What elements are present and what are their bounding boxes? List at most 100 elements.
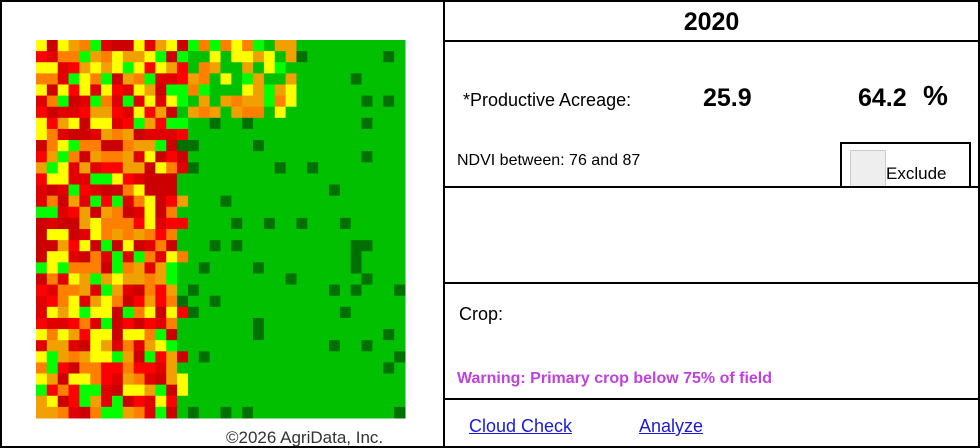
map-cell <box>112 318 123 330</box>
map-cell <box>199 107 210 119</box>
map-cell <box>36 51 47 63</box>
map-cell <box>155 351 166 363</box>
map-cell <box>69 218 80 230</box>
map-cell <box>286 318 297 330</box>
map-cell <box>58 240 69 252</box>
map-cell <box>394 118 405 130</box>
map-cell <box>134 374 145 386</box>
map-cell <box>79 107 90 119</box>
map-cell <box>79 51 90 63</box>
map-cell <box>394 385 405 397</box>
map-cell <box>275 273 286 285</box>
map-cell <box>221 385 232 397</box>
map-cell <box>307 218 318 230</box>
map-cell <box>177 396 188 408</box>
map-cell <box>47 73 58 85</box>
map-cell <box>210 96 221 108</box>
map-cell <box>210 218 221 230</box>
map-cell <box>351 362 362 374</box>
map-cell <box>90 173 101 185</box>
map-cell <box>101 173 112 185</box>
map-cell <box>199 173 210 185</box>
map-cell <box>155 129 166 141</box>
map-cell <box>90 285 101 297</box>
map-cell <box>372 351 383 363</box>
map-cell <box>362 385 373 397</box>
analyze-link[interactable]: Analyze <box>639 416 703 437</box>
map-cell <box>90 229 101 241</box>
map-cell <box>145 218 156 230</box>
map-cell <box>134 185 145 197</box>
map-cell <box>36 73 47 85</box>
map-cell <box>79 229 90 241</box>
map-cell <box>318 229 329 241</box>
map-cell <box>253 62 264 74</box>
map-cell <box>123 40 134 52</box>
map-cell <box>372 340 383 352</box>
map-cell <box>69 96 80 108</box>
map-cell <box>231 362 242 374</box>
map-cell <box>351 218 362 230</box>
map-cell <box>155 62 166 74</box>
map-cell <box>188 307 199 319</box>
map-cell <box>155 396 166 408</box>
map-cell <box>166 62 177 74</box>
map-cell <box>101 196 112 208</box>
map-cell <box>188 173 199 185</box>
map-cell <box>286 185 297 197</box>
checkbox[interactable] <box>850 150 886 188</box>
map-cell <box>329 329 340 341</box>
map-cell <box>177 129 188 141</box>
map-cell <box>231 307 242 319</box>
map-cell <box>101 273 112 285</box>
map-cell <box>264 296 275 308</box>
map-cell <box>199 218 210 230</box>
map-cell <box>177 40 188 52</box>
map-cell <box>340 96 351 108</box>
map-cell <box>275 251 286 263</box>
map-cell <box>199 340 210 352</box>
map-cell <box>275 218 286 230</box>
map-cell <box>155 218 166 230</box>
map-cell <box>329 162 340 174</box>
map-cell <box>242 262 253 274</box>
map-cell <box>166 407 177 419</box>
map-cell <box>210 240 221 252</box>
map-cell <box>296 262 307 274</box>
map-cell <box>242 129 253 141</box>
map-cell <box>296 96 307 108</box>
map-cell <box>101 218 112 230</box>
map-cell <box>79 273 90 285</box>
map-cell <box>188 118 199 130</box>
map-cell <box>210 40 221 52</box>
map-cell <box>58 285 69 297</box>
map-cell <box>166 151 177 163</box>
map-cell <box>362 84 373 96</box>
map-cell <box>372 285 383 297</box>
map-cell <box>47 207 58 219</box>
map-cell <box>188 407 199 419</box>
map-cell <box>286 51 297 63</box>
map-cell <box>47 351 58 363</box>
map-cell <box>47 107 58 119</box>
cloud-check-link[interactable]: Cloud Check <box>469 416 572 437</box>
map-cell <box>155 385 166 397</box>
map-cell <box>253 296 264 308</box>
map-cell <box>253 151 264 163</box>
map-cell <box>340 329 351 341</box>
map-cell <box>188 229 199 241</box>
map-cell <box>199 51 210 63</box>
map-cell <box>383 362 394 374</box>
map-cell <box>253 407 264 419</box>
map-cell <box>145 40 156 52</box>
map-cell <box>69 329 80 341</box>
map-cell <box>101 40 112 52</box>
map-cell <box>351 396 362 408</box>
map-cell <box>372 229 383 241</box>
map-cell <box>264 396 275 408</box>
map-cell <box>383 107 394 119</box>
map-cell <box>340 285 351 297</box>
map-cell <box>351 185 362 197</box>
exclude-control[interactable]: Exclude <box>840 142 971 188</box>
map-cell <box>155 229 166 241</box>
